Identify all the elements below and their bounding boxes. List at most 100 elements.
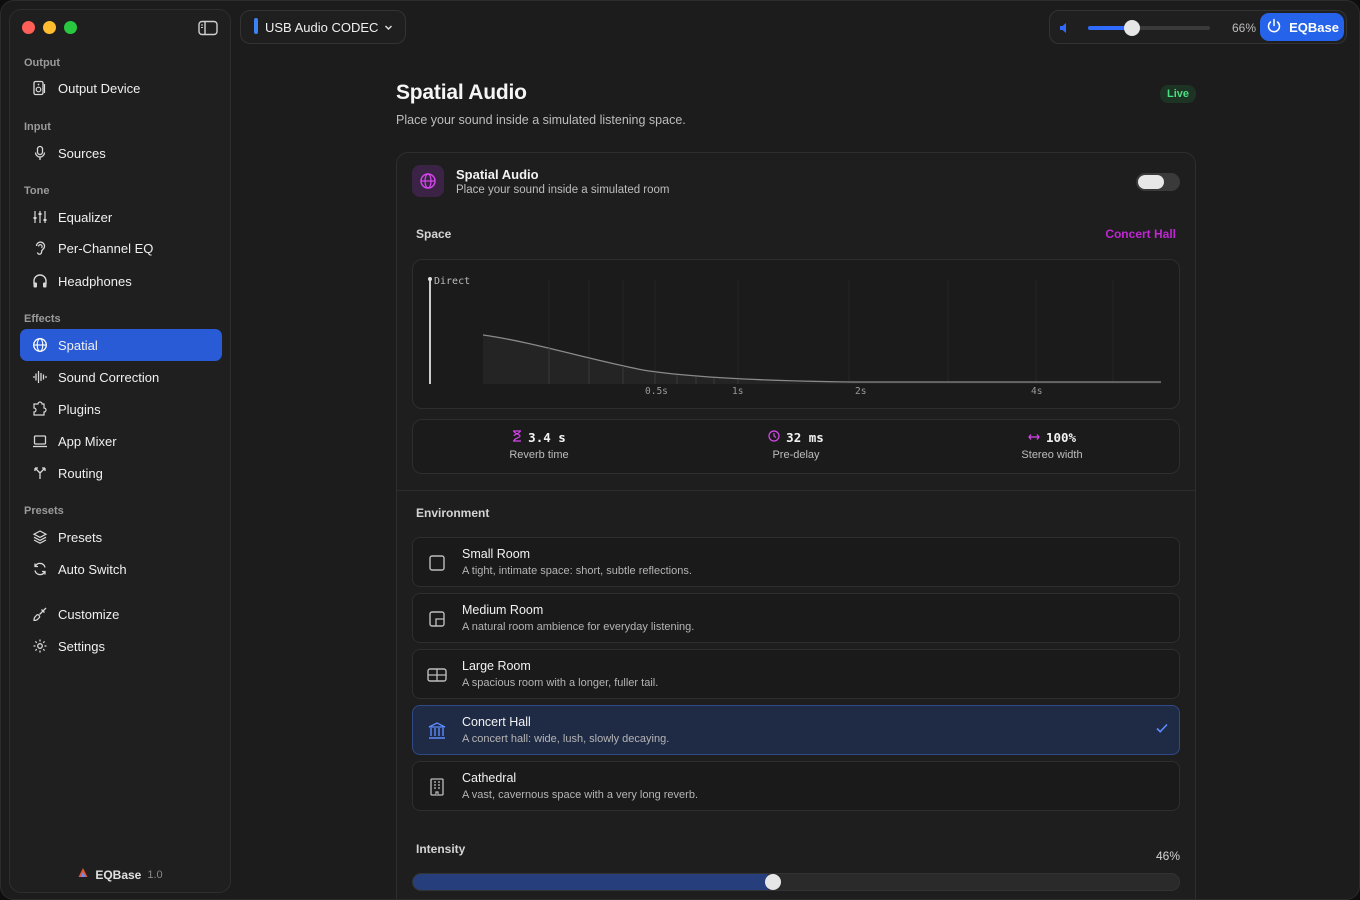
- ear-icon: [32, 240, 48, 256]
- output-device-name: USB Audio CODEC: [265, 19, 379, 35]
- intensity-label: Intensity: [416, 842, 466, 856]
- stereo-width-value: 100%: [1045, 430, 1077, 445]
- headphones-icon: [32, 273, 48, 289]
- volume-control: 66% EQBase: [1049, 10, 1347, 44]
- power-button-label: EQBase: [1289, 19, 1339, 35]
- sidebar-toggle-icon[interactable]: [198, 20, 218, 36]
- sidebar-item-label: Equalizer: [58, 209, 113, 225]
- environment-option-cathedral[interactable]: Cathedral A vast, cavernous space with a…: [412, 761, 1180, 811]
- window-controls: [22, 21, 77, 34]
- card-header: Spatial Audio Place your sound inside a …: [412, 165, 670, 197]
- intensity-slider-thumb[interactable]: [765, 874, 782, 890]
- room-large-icon: [427, 665, 447, 685]
- usb-device-icon: [253, 17, 259, 37]
- section-label-presets: Presets: [24, 505, 64, 517]
- environment-description: A concert hall: wide, lush, slowly decay…: [462, 733, 670, 745]
- sliders-icon: [32, 209, 48, 225]
- volume-slider[interactable]: [1088, 20, 1210, 36]
- sidebar-item-label: App Mixer: [58, 433, 117, 449]
- sidebar: Output Output Device Input Sources Tone …: [9, 9, 231, 893]
- zoom-window-button[interactable]: [64, 21, 77, 34]
- speaker-device-icon: [32, 80, 48, 96]
- intensity-value: 46%: [1155, 849, 1180, 863]
- close-window-button[interactable]: [22, 21, 35, 34]
- stereo-width-label: Stereo width: [1021, 449, 1083, 461]
- sidebar-item-label: Auto Switch: [58, 561, 127, 577]
- sidebar-item-output-device[interactable]: Output Device: [20, 73, 222, 103]
- sidebar-item-spatial[interactable]: Spatial: [20, 329, 222, 361]
- environment-option-concert-hall[interactable]: Concert Hall A concert hall: wide, lush,…: [412, 705, 1180, 755]
- timer-icon: [768, 430, 780, 445]
- tick-label-1s: 1s: [732, 386, 743, 397]
- direct-label: Direct: [434, 276, 470, 287]
- environment-label: Environment: [416, 506, 490, 520]
- sidebar-item-label: Spatial: [58, 337, 98, 353]
- sidebar-item-settings[interactable]: Settings: [20, 631, 222, 661]
- environment-name: Small Room: [462, 547, 531, 561]
- plugin-icon: [32, 401, 48, 417]
- pre-delay-value: 32 ms: [786, 430, 824, 445]
- square-icon: [427, 553, 447, 573]
- paintbrush-icon: [32, 606, 48, 622]
- environment-name: Concert Hall: [462, 715, 531, 729]
- chevron-down-icon: [384, 20, 393, 35]
- spatial-audio-card: Spatial Audio Place your sound inside a …: [396, 152, 1196, 899]
- section-divider: [397, 490, 1195, 491]
- environment-name: Cathedral: [462, 771, 517, 785]
- sidebar-item-label: Headphones: [58, 273, 132, 289]
- globe-icon: [32, 337, 48, 353]
- space-label: Space: [416, 227, 452, 241]
- page-header: Spatial Audio Place your sound inside a …: [396, 81, 1196, 127]
- eqbase-power-button[interactable]: EQBase: [1260, 13, 1344, 41]
- section-label-output: Output: [24, 57, 61, 69]
- output-device-selector[interactable]: USB Audio CODEC: [240, 10, 407, 44]
- spatial-audio-toggle[interactable]: [1136, 173, 1180, 191]
- section-label-tone: Tone: [24, 185, 50, 197]
- sidebar-item-label: Settings: [58, 638, 105, 654]
- environment-option-medium-room[interactable]: Medium Room A natural room ambience for …: [412, 593, 1180, 643]
- sidebar-item-per-channel-eq[interactable]: Per-Channel EQ: [20, 233, 222, 263]
- sidebar-item-auto-switch[interactable]: Auto Switch: [20, 554, 222, 584]
- sidebar-item-label: Sound Correction: [58, 369, 160, 385]
- sidebar-item-sources[interactable]: Sources: [20, 138, 222, 168]
- sidebar-item-presets[interactable]: Presets: [20, 522, 222, 552]
- decay-curve-chart: Direct 0.5s 1s 2s 4s: [428, 276, 1161, 397]
- app-version: 1.0: [147, 868, 163, 881]
- reverb-stats: 3.4 s Reverb time 32 ms Pre-delay 100% S…: [412, 419, 1180, 474]
- environment-name: Large Room: [462, 659, 531, 673]
- speaker-volume-icon[interactable]: [1058, 21, 1072, 38]
- toggle-knob: [1138, 175, 1164, 189]
- environment-option-small-room[interactable]: Small Room A tight, intimate space: shor…: [412, 537, 1180, 587]
- volume-slider-thumb[interactable]: [1124, 20, 1141, 36]
- sidebar-item-headphones[interactable]: Headphones: [20, 266, 222, 296]
- volume-slider-fill: [1088, 26, 1133, 30]
- sidebar-item-customize[interactable]: Customize: [20, 599, 222, 629]
- building-icon: [427, 777, 447, 797]
- building-columns-icon: [427, 721, 447, 741]
- sidebar-item-routing[interactable]: Routing: [20, 458, 222, 488]
- volume-percent: 66%: [1232, 21, 1257, 35]
- sidebar-item-label: Routing: [58, 465, 103, 481]
- globe-icon: [412, 165, 444, 197]
- sidebar-item-sound-correction[interactable]: Sound Correction: [20, 362, 222, 392]
- section-label-effects: Effects: [24, 313, 61, 325]
- waveform-icon: [32, 369, 48, 385]
- layers-icon: [32, 529, 48, 545]
- sidebar-item-plugins[interactable]: Plugins: [20, 394, 222, 424]
- environment-option-large-room[interactable]: Large Room A spacious room with a longer…: [412, 649, 1180, 699]
- section-label-input: Input: [24, 121, 51, 133]
- sidebar-item-equalizer[interactable]: Equalizer: [20, 202, 222, 232]
- stat-reverb-time: 3.4 s Reverb time: [439, 430, 639, 461]
- environment-description: A natural room ambience for everyday lis…: [462, 621, 695, 633]
- sidebar-item-app-mixer[interactable]: App Mixer: [20, 426, 222, 456]
- minimize-window-button[interactable]: [43, 21, 56, 34]
- stat-pre-delay: 32 ms Pre-delay: [696, 430, 896, 461]
- sidebar-item-label: Customize: [58, 606, 120, 622]
- status-badge: Live: [1159, 85, 1196, 103]
- tick-label-4s: 4s: [1031, 386, 1042, 397]
- intensity-slider[interactable]: [412, 873, 1180, 891]
- app-name: EQBase: [95, 867, 142, 882]
- sidebar-item-label: Output Device: [58, 80, 141, 96]
- app-logo-icon: [77, 867, 89, 882]
